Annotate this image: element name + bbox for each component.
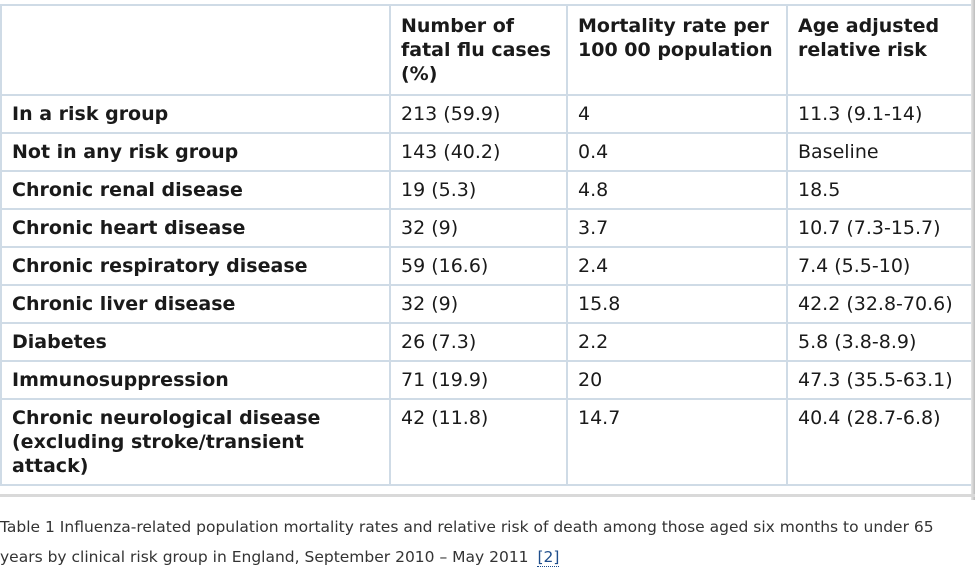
row-label: In a risk group [0,94,391,134]
fatal-cases-cell: 19 (5.3) [389,170,568,210]
fatal-cases-cell: 59 (16.6) [389,246,568,286]
table-shadow-bottom [0,494,975,497]
row-label: Chronic liver disease [0,284,391,324]
table-row: Not in any risk group 143 (40.2) 0.4 Bas… [0,132,973,172]
relative-risk-cell: 5.8 (3.8-8.9) [786,322,973,362]
table-row: Diabetes 26 (7.3) 2.2 5.8 (3.8-8.9) [0,322,973,362]
fatal-cases-cell: 71 (19.9) [389,360,568,400]
table-row: Immunosuppression 71 (19.9) 20 47.3 (35.… [0,360,973,400]
fatal-cases-cell: 26 (7.3) [389,322,568,362]
fatal-cases-cell: 32 (9) [389,208,568,248]
header-fatal-cases: Number of fatal flu cases (%) [389,4,568,96]
relative-risk-cell: 42.2 (32.8-70.6) [786,284,973,324]
table-row: Chronic respiratory disease 59 (16.6) 2.… [0,246,973,286]
mortality-rate-cell: 3.7 [566,208,788,248]
relative-risk-cell: 7.4 (5.5-10) [786,246,973,286]
mortality-rate-cell: 2.2 [566,322,788,362]
mortality-rate-cell: 2.4 [566,246,788,286]
fatal-cases-cell: 143 (40.2) [389,132,568,172]
relative-risk-cell: 18.5 [786,170,973,210]
table-row: In a risk group 213 (59.9) 4 11.3 (9.1-1… [0,94,973,134]
fatal-cases-cell: 213 (59.9) [389,94,568,134]
header-risk-group [0,4,391,96]
row-label: Chronic heart disease [0,208,391,248]
row-label: Diabetes [0,322,391,362]
fatal-cases-cell: 32 (9) [389,284,568,324]
row-label: Chronic renal disease [0,170,391,210]
mortality-rate-cell: 4.8 [566,170,788,210]
mortality-rate-cell: 14.7 [566,398,788,486]
fatal-cases-cell: 42 (11.8) [389,398,568,486]
table-container: Number of fatal flu cases (%) Mortality … [0,0,975,500]
mortality-rate-cell: 20 [566,360,788,400]
caption-text: Table 1 Influenza-related population mor… [0,518,934,566]
table-header-row: Number of fatal flu cases (%) Mortality … [0,4,973,96]
table-row: Chronic neurological disease (excluding … [0,398,973,486]
row-label: Chronic neurological disease (excluding … [0,398,391,486]
table-caption: Table 1 Influenza-related population mor… [0,512,972,572]
mortality-table: Number of fatal flu cases (%) Mortality … [0,4,973,486]
relative-risk-cell: Baseline [786,132,973,172]
table-row: Chronic liver disease 32 (9) 15.8 42.2 (… [0,284,973,324]
row-label: Not in any risk group [0,132,391,172]
reference-link[interactable]: [2] [537,548,560,567]
relative-risk-cell: 47.3 (35.5-63.1) [786,360,973,400]
mortality-rate-cell: 4 [566,94,788,134]
relative-risk-cell: 11.3 (9.1-14) [786,94,973,134]
header-relative-risk: Age adjusted relative risk [786,4,973,96]
relative-risk-cell: 40.4 (28.7-6.8) [786,398,973,486]
row-label: Chronic respiratory disease [0,246,391,286]
table-row: Chronic heart disease 32 (9) 3.7 10.7 (7… [0,208,973,248]
relative-risk-cell: 10.7 (7.3-15.7) [786,208,973,248]
table-shadow-right [971,0,975,500]
mortality-rate-cell: 0.4 [566,132,788,172]
mortality-rate-cell: 15.8 [566,284,788,324]
header-mortality-rate: Mortality rate per 100 00 population [566,4,788,96]
row-label: Immunosuppression [0,360,391,400]
table-row: Chronic renal disease 19 (5.3) 4.8 18.5 [0,170,973,210]
